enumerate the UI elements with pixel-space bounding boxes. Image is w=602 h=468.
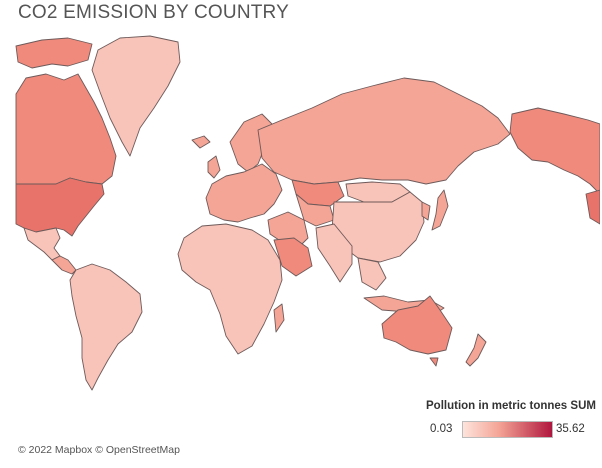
region-north-america-west[interactable] [585,189,600,225]
region-arabian-peninsula[interactable] [273,237,313,277]
region-europe[interactable] [205,163,283,223]
legend-title: Pollution in metric tonnes SUM [426,400,596,412]
region-canada-islands[interactable] [15,37,93,69]
region-south-asia[interactable] [315,223,353,283]
map-title: CO2 EMISSION BY COUNTRY [18,2,290,23]
legend-max-value: 35.62 [556,423,585,435]
region-new-zealand[interactable] [465,333,487,367]
region-iceland[interactable] [191,135,211,149]
region-tasmania[interactable] [429,357,439,367]
map-canvas[interactable] [12,34,600,460]
region-alaska[interactable] [509,107,600,195]
region-south-america[interactable] [69,263,143,391]
region-central-america[interactable] [51,255,77,275]
region-australia[interactable] [381,295,453,355]
region-greenland[interactable] [91,35,181,157]
legend-min-value: 0.03 [430,423,453,435]
world-map[interactable] [12,34,600,460]
region-africa[interactable] [177,223,283,355]
region-russia[interactable] [257,77,511,185]
region-middle-east[interactable] [267,211,309,249]
region-united-kingdom[interactable] [207,155,221,179]
map-attribution: © 2022 Mapbox © OpenStreetMap [18,444,180,456]
region-japan[interactable] [431,189,449,231]
legend-gradient-bar [462,421,553,438]
region-mexico[interactable] [23,227,61,261]
region-southeast-asia[interactable] [357,257,387,291]
region-korea[interactable] [421,201,431,221]
region-united-states[interactable] [15,177,105,237]
region-madagascar[interactable] [273,303,285,333]
